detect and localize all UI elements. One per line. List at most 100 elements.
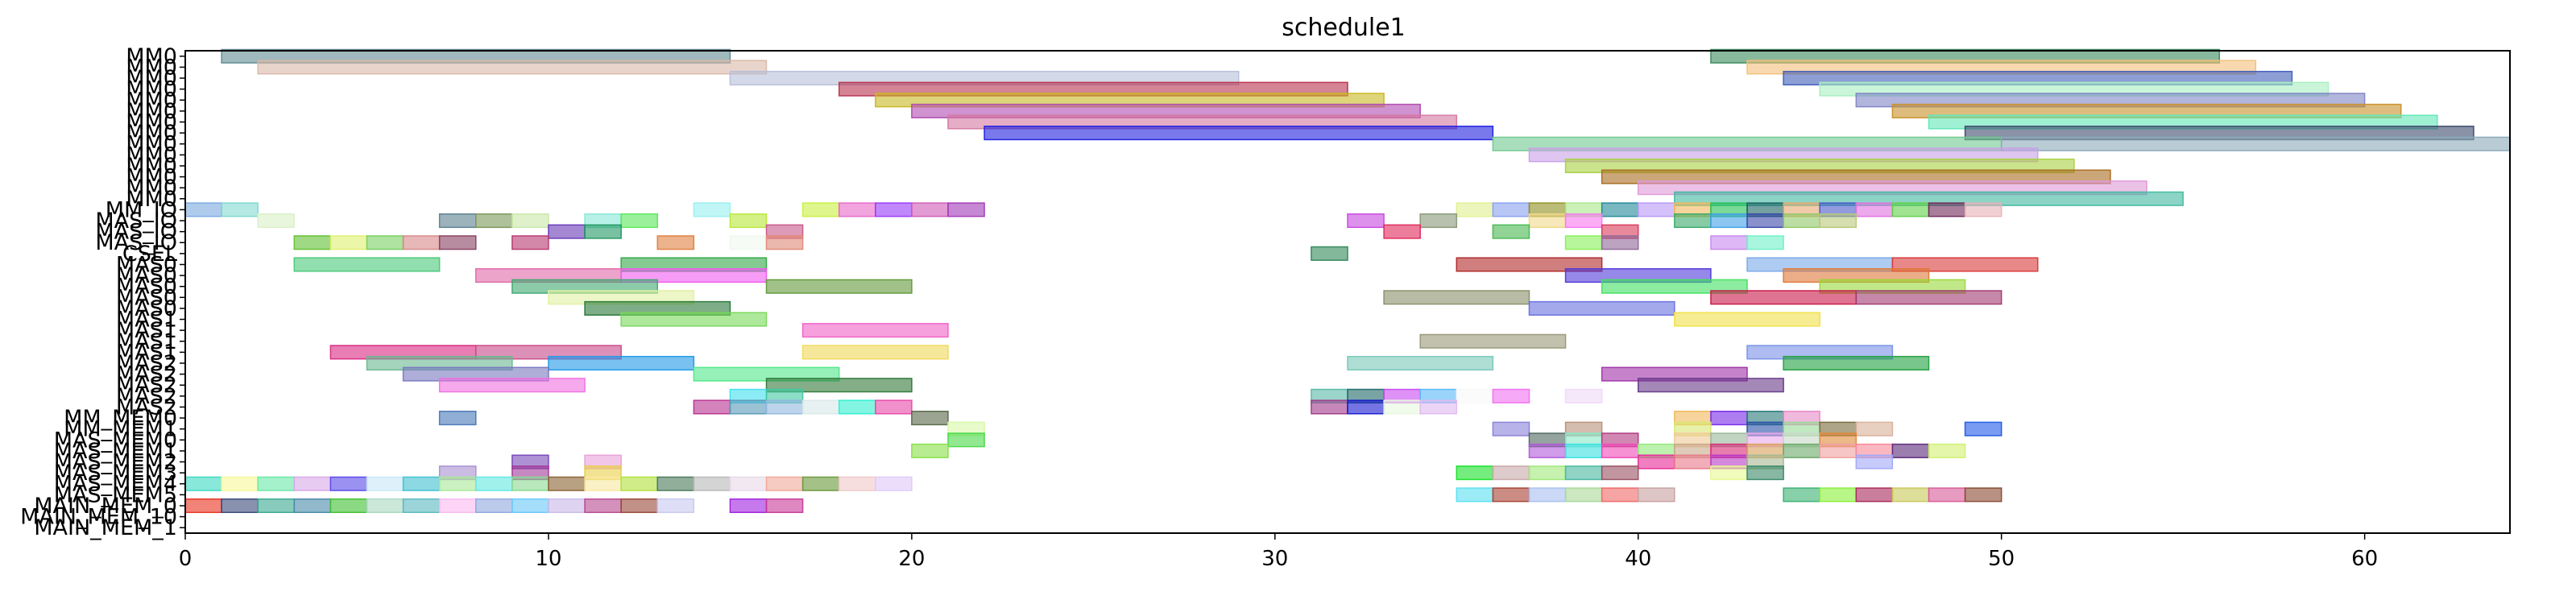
task-bar bbox=[1710, 213, 1748, 229]
task-bar bbox=[1601, 279, 1748, 294]
task-bar bbox=[1638, 378, 1784, 393]
x-tick-label: 20 bbox=[898, 547, 925, 571]
task-bar bbox=[1819, 443, 1857, 458]
task-bar bbox=[1492, 202, 1530, 217]
task-bar bbox=[1456, 202, 1494, 217]
task-bar bbox=[1383, 224, 1421, 239]
y-tick-label: MM0 bbox=[126, 121, 177, 146]
plot-frame bbox=[184, 50, 2511, 534]
task-bar bbox=[475, 213, 513, 229]
task-bar bbox=[1964, 487, 2002, 503]
y-tick-label: MAS1 bbox=[116, 308, 177, 333]
y-tick-label: MAIN_MEM_0 bbox=[34, 494, 177, 519]
task-bar bbox=[1528, 487, 1567, 503]
task-bar bbox=[1710, 290, 1857, 305]
task-bar bbox=[765, 399, 804, 415]
task-bar bbox=[1492, 465, 1530, 481]
task-bar bbox=[1347, 399, 1385, 415]
x-tick-label: 50 bbox=[1988, 547, 2015, 571]
task-bar bbox=[329, 498, 368, 514]
task-bar bbox=[729, 213, 768, 229]
task-bar bbox=[1710, 465, 1748, 481]
y-tick-label: MAS2 bbox=[116, 384, 177, 409]
y-tick-label: MAS2 bbox=[116, 395, 177, 420]
task-bar bbox=[293, 235, 332, 250]
task-bar bbox=[584, 476, 622, 491]
task-bar bbox=[548, 224, 586, 239]
task-bar bbox=[1928, 443, 1966, 458]
task-bar bbox=[1564, 443, 1603, 458]
task-bar bbox=[1964, 202, 2002, 217]
task-bar bbox=[366, 235, 404, 250]
task-bar bbox=[1601, 465, 1639, 481]
task-bar bbox=[438, 378, 586, 393]
task-bar bbox=[1855, 202, 1894, 217]
task-bar bbox=[366, 476, 404, 491]
task-bar bbox=[1564, 487, 1603, 503]
task-bar bbox=[620, 476, 658, 491]
task-bar bbox=[1492, 487, 1530, 503]
y-tick-label: MM_MEM1 bbox=[64, 417, 177, 442]
task-bar bbox=[693, 476, 731, 491]
chart-title: schedule1 bbox=[1282, 14, 1406, 42]
y-tick-label: MAS0 bbox=[116, 275, 177, 300]
y-tick-label: MM0 bbox=[126, 88, 177, 113]
task-bar bbox=[1674, 454, 1712, 470]
task-bar bbox=[947, 432, 985, 448]
task-bar bbox=[801, 345, 949, 360]
task-bar bbox=[1819, 487, 1857, 503]
task-bar bbox=[221, 476, 259, 491]
y-tick-label: MAS_IO bbox=[95, 220, 177, 245]
task-bar bbox=[656, 476, 695, 491]
task-bar bbox=[729, 235, 768, 250]
y-tick-label: MAS2 bbox=[116, 362, 177, 387]
task-bar bbox=[656, 498, 695, 514]
task-bar bbox=[1783, 443, 1820, 458]
y-tick-label: MM0 bbox=[126, 110, 177, 134]
task-bar bbox=[1746, 465, 1784, 481]
task-bar bbox=[729, 498, 768, 514]
task-bar bbox=[1783, 213, 1820, 229]
task-bar bbox=[1891, 257, 2039, 272]
task-bar bbox=[402, 476, 441, 491]
task-bar bbox=[1492, 388, 1530, 403]
task-bar bbox=[1819, 213, 1857, 229]
task-bar bbox=[620, 268, 768, 283]
task-bar bbox=[366, 498, 404, 514]
task-bar bbox=[1492, 421, 1530, 436]
task-bar bbox=[1564, 213, 1603, 229]
y-tick-label: MAS_MEM0 bbox=[54, 428, 177, 453]
x-tick-label: 0 bbox=[179, 547, 193, 571]
task-bar bbox=[1528, 213, 1567, 229]
task-bar bbox=[1746, 235, 1784, 250]
task-bar bbox=[1601, 202, 1639, 217]
task-bar bbox=[947, 202, 985, 217]
task-bar bbox=[1456, 465, 1494, 481]
task-bar bbox=[911, 202, 949, 217]
y-tick-label: MAS0 bbox=[116, 263, 177, 288]
task-bar bbox=[1964, 421, 2002, 436]
y-tick-label: MM0 bbox=[126, 132, 177, 157]
y-tick-label: MM0 bbox=[126, 165, 177, 190]
task-bar bbox=[257, 213, 296, 229]
task-bar bbox=[293, 257, 441, 272]
y-tick-label: MM_IO bbox=[106, 197, 177, 222]
task-bar bbox=[693, 202, 731, 217]
task-bar bbox=[1456, 487, 1494, 503]
x-tick-label: 40 bbox=[1625, 547, 1651, 571]
task-bar bbox=[1419, 213, 1458, 229]
y-tick-label: MM0 bbox=[126, 176, 177, 201]
task-bar bbox=[511, 476, 549, 491]
task-bar bbox=[1674, 312, 1820, 327]
task-bar bbox=[257, 498, 296, 514]
task-bar bbox=[221, 202, 259, 217]
task-bar bbox=[1564, 235, 1603, 250]
task-bar bbox=[1638, 454, 1675, 470]
x-tick-label: 10 bbox=[535, 547, 561, 571]
task-bar bbox=[438, 213, 477, 229]
task-bar bbox=[1601, 487, 1639, 503]
task-bar bbox=[257, 60, 768, 75]
task-bar bbox=[1528, 465, 1567, 481]
task-bar bbox=[693, 399, 731, 415]
task-bar bbox=[584, 224, 622, 239]
